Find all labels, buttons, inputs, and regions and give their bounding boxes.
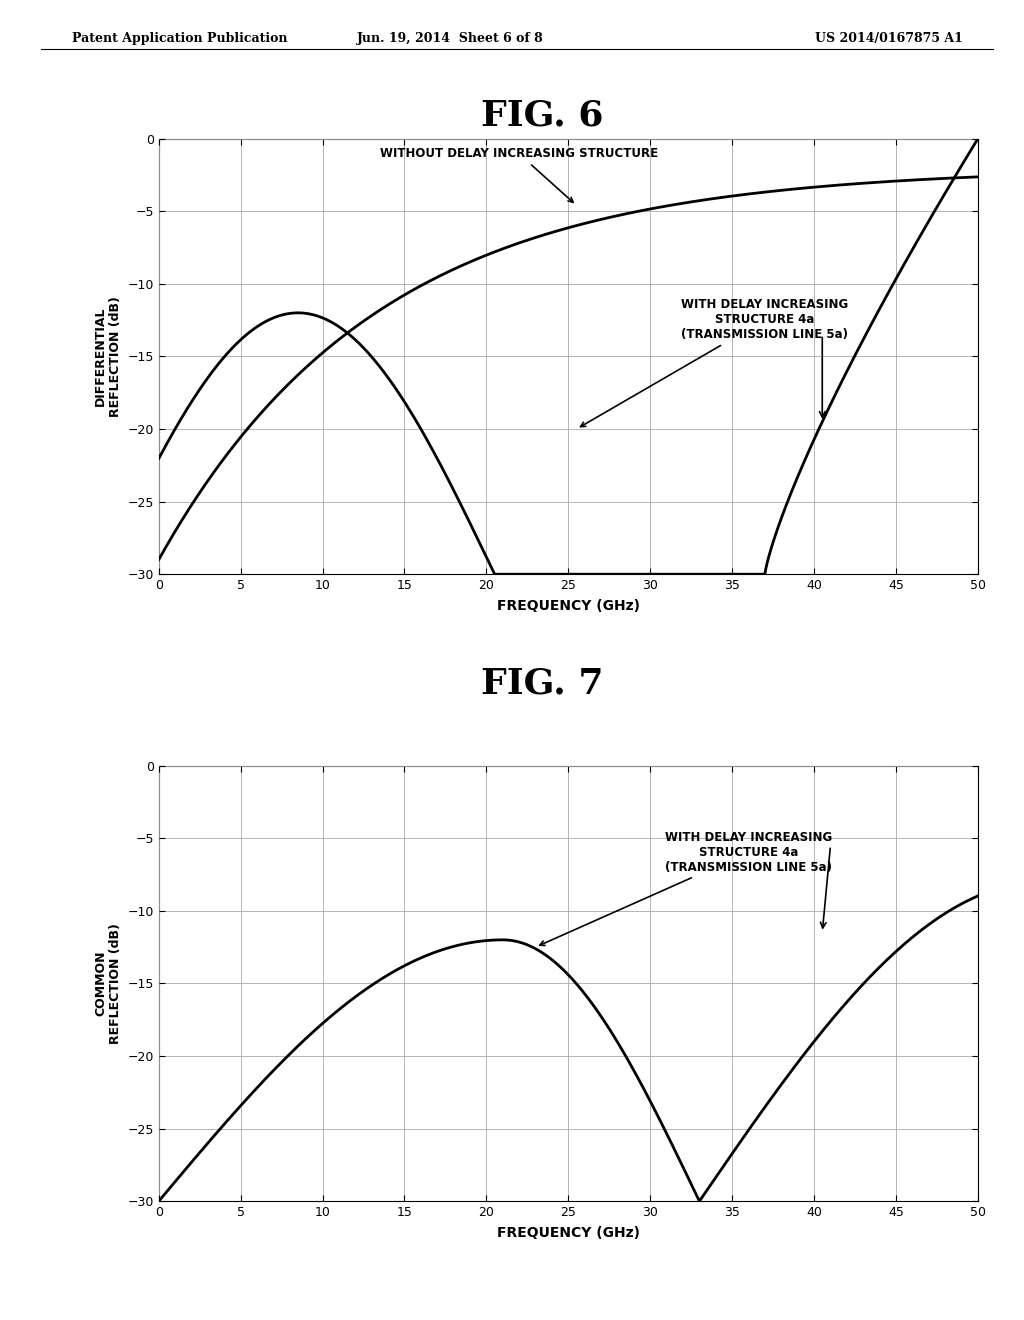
Text: WITH DELAY INCREASING
STRUCTURE 4a
(TRANSMISSION LINE 5a): WITH DELAY INCREASING STRUCTURE 4a (TRAN… (540, 832, 833, 945)
Text: WITHOUT DELAY INCREASING STRUCTURE: WITHOUT DELAY INCREASING STRUCTURE (380, 148, 658, 202)
Text: FIG. 7: FIG. 7 (481, 667, 604, 701)
X-axis label: FREQUENCY (GHz): FREQUENCY (GHz) (497, 599, 640, 612)
Text: US 2014/0167875 A1: US 2014/0167875 A1 (815, 32, 963, 45)
Text: WITH DELAY INCREASING
STRUCTURE 4a
(TRANSMISSION LINE 5a): WITH DELAY INCREASING STRUCTURE 4a (TRAN… (581, 298, 849, 426)
Text: FIG. 6: FIG. 6 (481, 99, 604, 133)
Text: Jun. 19, 2014  Sheet 6 of 8: Jun. 19, 2014 Sheet 6 of 8 (357, 32, 544, 45)
Y-axis label: DIFFERENTIAL
REFLECTION (dB): DIFFERENTIAL REFLECTION (dB) (94, 296, 122, 417)
Text: Patent Application Publication: Patent Application Publication (72, 32, 287, 45)
X-axis label: FREQUENCY (GHz): FREQUENCY (GHz) (497, 1226, 640, 1239)
Y-axis label: COMMON
REFLECTION (dB): COMMON REFLECTION (dB) (94, 923, 122, 1044)
